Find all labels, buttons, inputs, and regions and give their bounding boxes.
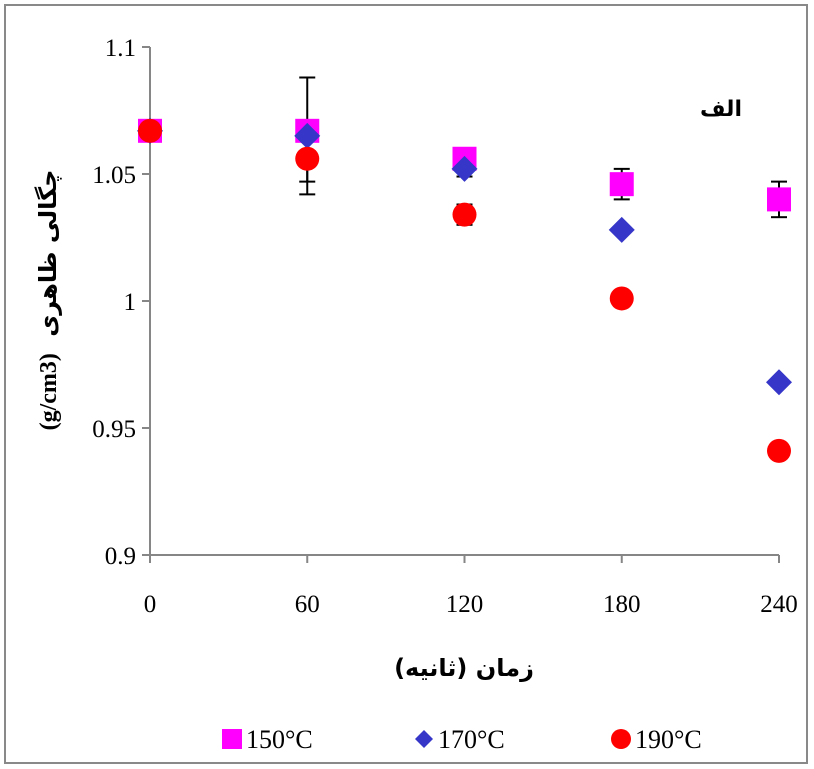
data-point-series-1 bbox=[294, 122, 321, 149]
data-point-series-2 bbox=[767, 438, 791, 463]
y-axis-title: (g/cm3) چگالی ظاهری bbox=[34, 170, 62, 431]
y-tick-label: 1.05 bbox=[92, 162, 136, 189]
data-point-series-2 bbox=[452, 202, 477, 227]
legend: 150°C 170°C 190°C bbox=[222, 725, 702, 754]
data-point-series-1 bbox=[451, 155, 478, 182]
y-tick-label: 0.95 bbox=[92, 416, 136, 443]
data-point-series-2 bbox=[295, 146, 320, 171]
legend-marker-0 bbox=[222, 729, 242, 749]
y-tick-label: 1.1 bbox=[105, 35, 136, 62]
x-tick-label: 60 bbox=[295, 591, 320, 618]
x-ticks: 0 60 120 180 240 bbox=[144, 555, 798, 618]
legend-label-0: 150°C bbox=[246, 725, 313, 754]
svg-text:(g/cm3) چگالی ظاهری: (g/cm3) چگالی ظاهری bbox=[34, 170, 62, 431]
legend-marker-1 bbox=[415, 730, 433, 748]
x-tick-label: 180 bbox=[603, 591, 641, 618]
y-tick-label: 0.9 bbox=[105, 543, 136, 570]
legend-label-1: 170°C bbox=[438, 725, 505, 754]
x-tick-label: 240 bbox=[760, 591, 798, 618]
data-point-series-2 bbox=[609, 286, 634, 311]
x-tick-label: 120 bbox=[446, 591, 484, 618]
y-axis-title-unit: (g/cm3) bbox=[36, 353, 62, 430]
data-point-series-1 bbox=[766, 369, 792, 396]
data-point-series-0 bbox=[609, 172, 634, 197]
x-axis-title: زمان (ثانیه) bbox=[394, 654, 534, 682]
y-tick-label: 1 bbox=[124, 289, 137, 316]
data-points bbox=[137, 117, 792, 463]
legend-marker-2 bbox=[611, 729, 631, 749]
panel-label: الف bbox=[700, 97, 742, 122]
legend-label-2: 190°C bbox=[635, 725, 702, 754]
data-point-series-0 bbox=[767, 187, 791, 212]
y-axis-title-text: چگالی ظاهری bbox=[34, 170, 62, 337]
data-point-series-1 bbox=[608, 216, 635, 243]
y-ticks: 0.9 0.95 1 1.05 1.1 bbox=[92, 35, 150, 570]
chart-frame bbox=[4, 4, 808, 764]
x-tick-label: 0 bbox=[144, 591, 157, 618]
axes bbox=[149, 47, 779, 556]
data-point-series-2 bbox=[138, 118, 162, 143]
